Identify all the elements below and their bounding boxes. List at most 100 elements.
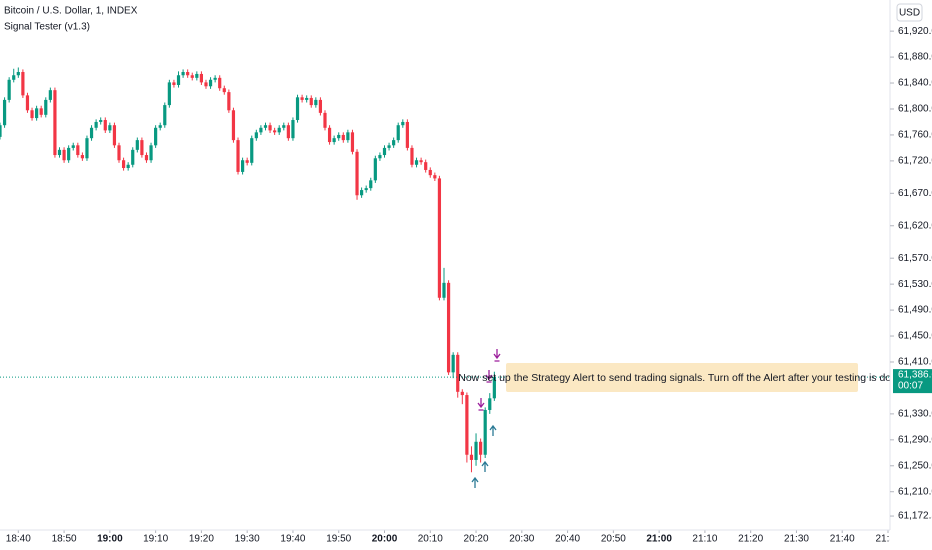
buy-signal xyxy=(471,476,479,488)
candle-body xyxy=(323,112,327,128)
candle-body xyxy=(314,99,318,106)
candle-body xyxy=(167,82,171,106)
candle-body xyxy=(176,75,181,85)
candle-body xyxy=(474,441,478,460)
candle-body xyxy=(131,149,135,165)
y-tick-label: 61,172.50 xyxy=(898,511,932,522)
x-tick-label: 19:10 xyxy=(143,534,168,545)
x-tick-label: 18:50 xyxy=(52,534,77,545)
y-tick-label: 61,290.00 xyxy=(898,434,932,445)
candle-body xyxy=(442,282,446,298)
candle-body xyxy=(144,155,149,161)
candle-body xyxy=(39,108,43,115)
candle-body xyxy=(190,75,194,78)
candle-body xyxy=(263,125,268,128)
y-tick-label: 61,210.00 xyxy=(898,486,932,497)
candle-body xyxy=(218,77,222,89)
candle-body xyxy=(479,441,483,455)
chart-title: Bitcoin / U.S. Dollar, 1, INDEX xyxy=(4,6,138,17)
candle-body xyxy=(99,120,103,122)
candle-body xyxy=(103,120,107,131)
x-tick-label: 20:10 xyxy=(418,534,443,545)
candle-body xyxy=(0,125,2,137)
candle-body xyxy=(154,127,158,146)
candle-body xyxy=(231,110,236,141)
candle-body xyxy=(48,90,52,100)
candle-body xyxy=(35,108,39,119)
candle-body xyxy=(62,149,66,161)
y-tick-label: 61,530.00 xyxy=(898,279,932,290)
sell-signal xyxy=(485,370,493,383)
currency[interactable]: USD xyxy=(899,8,920,19)
y-tick-label: 61,570.00 xyxy=(898,253,932,264)
candle-body xyxy=(492,377,496,399)
y-tick-label: 61,250.00 xyxy=(898,460,932,471)
x-tick-label: 20:30 xyxy=(509,534,534,545)
candle-body xyxy=(158,125,162,128)
candle-body xyxy=(245,160,249,163)
candle-body xyxy=(332,138,336,143)
candle-body xyxy=(428,169,432,176)
y-tick-label: 61,490.00 xyxy=(898,305,932,316)
candle-body xyxy=(405,121,409,148)
y-tick-label: 61,670.00 xyxy=(898,188,932,199)
candle-body xyxy=(369,180,373,189)
candle-body xyxy=(382,147,387,156)
candle-body xyxy=(346,132,350,141)
currency-button[interactable] xyxy=(896,3,923,22)
candle-body xyxy=(309,97,313,106)
candle-body xyxy=(85,138,89,159)
candle-body xyxy=(67,147,71,161)
x-tick-label: 20:50 xyxy=(601,534,626,545)
candle-body xyxy=(25,95,30,111)
candle-body xyxy=(378,155,382,159)
candle-body xyxy=(2,99,7,126)
price-label-box xyxy=(893,369,932,394)
candle-body xyxy=(460,391,464,396)
candle-body xyxy=(80,155,84,159)
x-tick-label: 21:30 xyxy=(784,534,809,545)
candle-body xyxy=(44,99,48,115)
candle-body xyxy=(135,140,139,150)
annotation-box xyxy=(506,363,858,392)
candle-body xyxy=(89,127,94,139)
price-axis-panel xyxy=(890,0,932,550)
y-tick-label: 61,760.00 xyxy=(898,130,932,141)
y-tick-label: 61,330.00 xyxy=(898,409,932,420)
candle-body xyxy=(282,125,286,128)
candle-body xyxy=(295,97,300,121)
x-tick-label: 21:10 xyxy=(692,534,717,545)
candle-body xyxy=(208,79,213,87)
x-tick-label: 21:00 xyxy=(646,534,672,545)
candle-body xyxy=(277,127,281,133)
buy-signal xyxy=(489,424,497,436)
y-tick-label: 61,800.00 xyxy=(898,104,932,115)
candle-body xyxy=(355,151,359,196)
x-tick-label: 19:20 xyxy=(189,534,214,545)
candle-body xyxy=(286,125,290,139)
y-tick-label: 61,620.00 xyxy=(898,220,932,231)
sell-signal xyxy=(493,349,501,362)
candle-body xyxy=(337,134,341,139)
candle-body xyxy=(254,132,258,139)
candle-body xyxy=(401,121,405,126)
candle-body xyxy=(12,75,16,80)
candle-body xyxy=(240,160,245,172)
price-label: 61,386.69 xyxy=(898,370,932,381)
candle-body xyxy=(199,73,204,83)
candle-body xyxy=(341,134,345,141)
candle-body xyxy=(268,125,272,131)
candle-body xyxy=(451,354,455,373)
candle-body xyxy=(488,398,492,410)
candle-body xyxy=(7,79,11,100)
candle-body xyxy=(94,121,98,128)
candle-body xyxy=(16,72,20,76)
candle-body xyxy=(291,120,295,139)
x-tick-label: 20:40 xyxy=(555,534,580,545)
candle-body xyxy=(446,282,451,373)
candle-body xyxy=(172,82,176,85)
buy-signal xyxy=(481,460,489,472)
candle-body xyxy=(456,354,460,392)
candle-body xyxy=(350,132,355,152)
candle-body xyxy=(392,140,396,146)
